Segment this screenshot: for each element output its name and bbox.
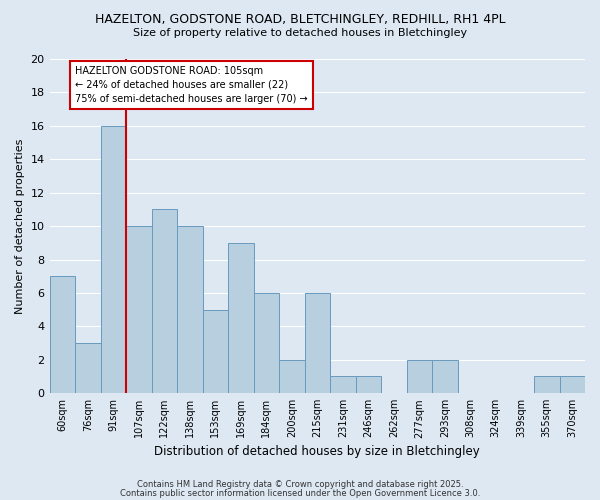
Bar bbox=[126, 226, 152, 393]
Bar bbox=[177, 226, 203, 393]
Bar bbox=[228, 243, 254, 393]
Text: HAZELTON, GODSTONE ROAD, BLETCHINGLEY, REDHILL, RH1 4PL: HAZELTON, GODSTONE ROAD, BLETCHINGLEY, R… bbox=[95, 12, 505, 26]
Bar bbox=[254, 293, 279, 393]
Y-axis label: Number of detached properties: Number of detached properties bbox=[15, 138, 25, 314]
Bar bbox=[560, 376, 585, 393]
Text: Size of property relative to detached houses in Bletchingley: Size of property relative to detached ho… bbox=[133, 28, 467, 38]
Bar bbox=[101, 126, 126, 393]
Bar bbox=[279, 360, 305, 393]
X-axis label: Distribution of detached houses by size in Bletchingley: Distribution of detached houses by size … bbox=[154, 444, 480, 458]
Bar bbox=[305, 293, 330, 393]
Bar bbox=[534, 376, 560, 393]
Bar bbox=[330, 376, 356, 393]
Text: Contains public sector information licensed under the Open Government Licence 3.: Contains public sector information licen… bbox=[120, 489, 480, 498]
Bar bbox=[75, 343, 101, 393]
Text: HAZELTON GODSTONE ROAD: 105sqm
← 24% of detached houses are smaller (22)
75% of : HAZELTON GODSTONE ROAD: 105sqm ← 24% of … bbox=[75, 66, 308, 104]
Bar bbox=[407, 360, 432, 393]
Bar bbox=[356, 376, 381, 393]
Bar bbox=[152, 210, 177, 393]
Bar bbox=[432, 360, 458, 393]
Bar bbox=[50, 276, 75, 393]
Text: Contains HM Land Registry data © Crown copyright and database right 2025.: Contains HM Land Registry data © Crown c… bbox=[137, 480, 463, 489]
Bar bbox=[203, 310, 228, 393]
